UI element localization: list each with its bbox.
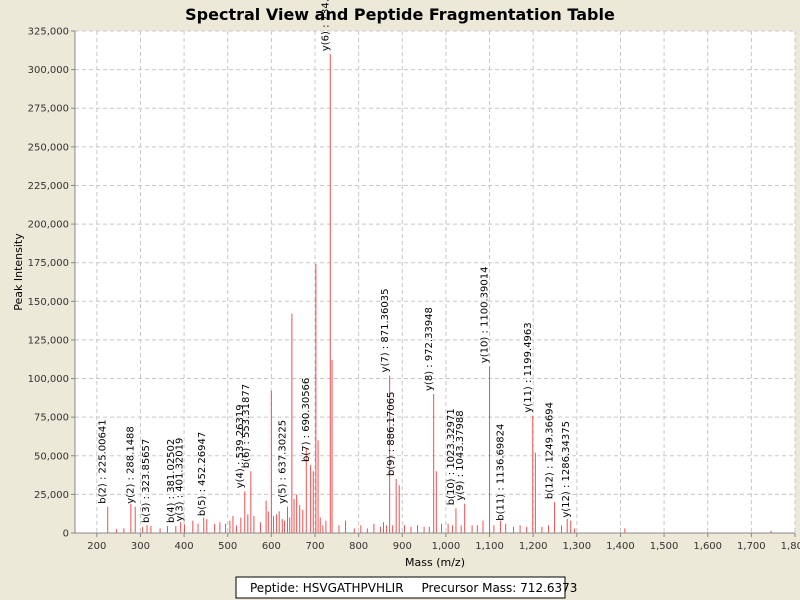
peak-annotation: y(5) : 637.30225 [278, 420, 289, 504]
precursor-label: Precursor Mass: [422, 581, 517, 595]
x-tick-label: 1,400 [606, 541, 635, 552]
plot-area [75, 31, 795, 533]
y-tick-label: 125,000 [28, 335, 69, 346]
peptide-label: Peptide: [250, 581, 299, 595]
peak-annotation: b(2) : 225.00641 [98, 419, 109, 503]
peak-annotation: b(5) : 452.26947 [197, 432, 208, 516]
x-axis-title: Mass (m/z) [405, 556, 465, 569]
grid [75, 30, 796, 533]
x-tick-label: 1,700 [737, 541, 766, 552]
peak-annotation: y(11) : 1199.4963 [523, 322, 534, 412]
peak-annotation: y(6) : 734.31 [320, 0, 331, 51]
peak-annotation: b(3) : 323.85657 [141, 439, 152, 523]
y-tick-label: 300,000 [28, 65, 69, 76]
peak-annotation: y(12) : 1286.34375 [561, 421, 572, 518]
y-tick-label: 50,000 [34, 451, 69, 462]
y-tick-label: 75,000 [34, 413, 69, 424]
y-tick-label: 150,000 [28, 297, 69, 308]
precursor-value: 712.6373 [520, 581, 577, 595]
x-tick-label: 800 [349, 541, 368, 552]
x-tick-label: 600 [262, 541, 281, 552]
legend-text: Peptide: HSVGATHPVHLIR Precursor Mass: 71… [250, 581, 577, 595]
x-tick-label: 200 [87, 541, 106, 552]
y-tick-label: 100,000 [28, 374, 69, 385]
peak-annotation: b(6) : 553.31877 [241, 384, 252, 468]
legend-border [235, 576, 566, 599]
x-tick-label: 1,600 [693, 541, 722, 552]
x-tick-label: 300 [131, 541, 150, 552]
y-tick-label: 200,000 [28, 220, 69, 231]
peak-annotation: b(9) : 886.17065 [386, 392, 397, 476]
peaks [107, 54, 772, 533]
peak-annotation: b(7) : 690.30566 [301, 378, 312, 462]
y-tick-label: 175,000 [28, 258, 69, 269]
legend-box: Peptide: HSVGATHPVHLIR Precursor Mass: 71… [235, 576, 577, 599]
peak-annotation: b(11) : 1136.69824 [496, 424, 507, 521]
y-tick-label: 25,000 [34, 490, 69, 501]
peak-annotation: b(4) : 381.02502 [166, 439, 177, 523]
x-tick-label: 1,800 [781, 541, 800, 552]
x-tick-label: 1,300 [562, 541, 591, 552]
y-tick-label: 275,000 [28, 104, 69, 115]
x-tick-label: 900 [393, 541, 412, 552]
x-tick-label: 1,000 [432, 541, 461, 552]
y-tick-label: 225,000 [28, 181, 69, 192]
x-tick-label: 500 [218, 541, 237, 552]
peak-annotation: y(9) : 1043.37988 [455, 410, 466, 500]
peak-annotations: b(2) : 225.00641 y(2) : 288.1488 b(3) : 32… [98, 0, 572, 523]
y-tick-label: 325,000 [28, 27, 69, 38]
peak-annotation: y(2) : 288.1488 [125, 426, 136, 504]
peak-annotation: b(10) : 1023.32971 [446, 408, 457, 505]
peak-annotation: y(4) : 539.26319 [235, 404, 246, 488]
peak-annotation: b(12) : 1249.36694 [545, 402, 556, 499]
peptide-value: HSVGATHPVHLIR [303, 581, 404, 595]
peak-annotation: y(7) : 871.36035 [380, 289, 391, 373]
peak-annotation: y(3) : 401.32019 [175, 438, 186, 522]
y-tick-label: 0 [63, 529, 69, 540]
y-tick-label: 250,000 [28, 142, 69, 153]
axes: 200 300 400 500 600 700 800 900 1,000 1,100 1,200 1… [28, 27, 800, 553]
x-tick-label: 1,100 [475, 541, 504, 552]
y-axis-title: Peak Intensity [12, 233, 25, 311]
peak-annotation: y(10) : 1100.39014 [480, 267, 491, 364]
chart-title: Spectral View and Peptide Fragmentation … [185, 5, 615, 24]
peak-annotation: y(8) : 972.33948 [424, 307, 435, 391]
x-tick-label: 1,200 [519, 541, 548, 552]
x-tick-label: 1,500 [650, 541, 679, 552]
x-tick-label: 700 [305, 541, 324, 552]
x-tick-label: 400 [175, 541, 194, 552]
